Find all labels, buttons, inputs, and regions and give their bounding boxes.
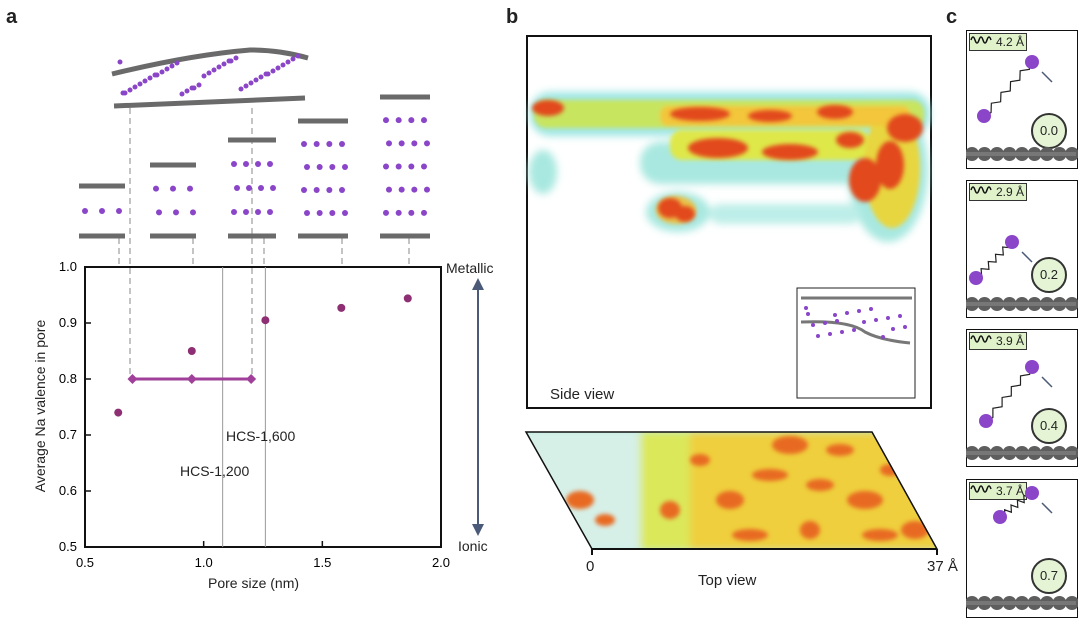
panel-label-a: a [6,6,18,28]
y-tick-label: 1.0 [59,259,77,274]
hcs-1600-label: HCS-1,600 [226,428,296,444]
panel-a-figure: 0.5 1.0 1.5 2.0 0.5 0.6 0.7 0.8 0.9 1.0 [59,47,484,570]
side-view-label: Side view [550,386,615,403]
scatter-point [403,294,412,303]
y-tick-label: 0.6 [59,483,77,498]
pore-structure [150,162,196,239]
x-axis-label: Pore size (nm) [208,575,300,591]
panel-label-c: c [946,6,958,28]
inset-structure [800,296,912,345]
snapshot-frame-1: 4.2 Å 0.0 [966,30,1078,169]
distance-tag: 2.9 Å [969,183,1028,201]
top-view-label: Top view [698,572,757,589]
scatter-point [261,316,270,325]
snapshot-frame-2: 2.9 Å 0.2 [966,180,1078,318]
valence-arrow [472,278,484,536]
distance-tag: 3.7 Å [969,482,1028,500]
timer-icon: 0.4 [1031,408,1067,444]
side-view-inset [796,287,916,399]
pore-structure [298,118,348,239]
pore-structures [79,94,430,239]
distance-tag: 3.9 Å [969,332,1028,350]
ionic-label: Ionic [458,538,488,554]
scatter-point [187,347,196,355]
panel-label-b: b [506,6,519,28]
snapshot-frame-3: 3.9 Å 0.4 [966,329,1078,467]
pore-structure [79,183,125,239]
y-tick-label: 0.9 [59,315,77,330]
x-tick-label: 2.0 [432,555,450,570]
wavy-pore-structure [111,47,309,109]
pore-structure [228,137,276,239]
pore-structure [380,94,430,239]
range-point [127,374,138,384]
y-tick-label: 0.7 [59,427,77,442]
x-tick-label: 1.5 [313,555,331,570]
top-view-axis-start: 0 [586,558,595,575]
plot-frame [84,266,442,548]
y-tick-label: 0.8 [59,371,77,386]
scatter-point [337,303,346,312]
side-view-density-map [529,92,930,242]
distance-tag: 4.2 Å [969,33,1028,51]
snapshot-frame-4: 3.7 Å 0.7 [966,479,1078,618]
range-point [246,374,257,384]
timer-icon: 0.7 [1031,558,1067,594]
top-view-axis-end: 37 Å [927,558,958,575]
timer-icon: 0.0 [1031,113,1067,149]
metallic-label: Metallic [446,260,494,276]
y-axis-label: Average Na valence in pore [32,319,48,493]
panel-b-figure [524,35,939,555]
scatter-point [114,408,123,417]
x-tick-label: 0.5 [76,555,94,570]
y-tick-label: 0.5 [59,539,77,554]
guide-lines [118,108,410,380]
timer-icon: 0.2 [1031,257,1067,293]
x-tick-label: 1.0 [195,555,213,570]
hcs-1200-label: HCS-1,200 [180,463,250,479]
range-point [186,374,197,384]
